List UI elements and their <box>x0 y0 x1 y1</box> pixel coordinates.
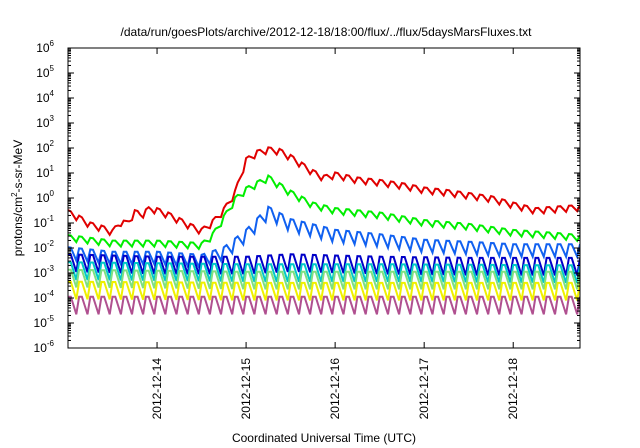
x-tick-label: 2012-12-15 <box>239 358 253 420</box>
x-axis-label: Coordinated Universal Time (UTC) <box>232 431 416 445</box>
y-tick-label: 10-5 <box>34 314 55 330</box>
x-tick-label: 2012-12-16 <box>328 358 342 420</box>
y-tick-label: 10-1 <box>34 214 55 230</box>
y-tick-label: 10-6 <box>34 339 55 355</box>
x-tick-label: 2012-12-17 <box>417 358 431 420</box>
series-line-4 <box>68 253 580 276</box>
y-axis: 10-6 10-5 10-4 10-3 10-2 10-1 100 101 102 103 104 1… <box>34 39 580 355</box>
series-line-1 <box>68 146 580 237</box>
y-tick-label: 10-2 <box>34 239 55 255</box>
y-tick-label: 101 <box>36 164 54 180</box>
x-tick-label: 2012-12-18 <box>506 358 520 420</box>
x-tick-label: 2012-12-14 <box>150 358 164 420</box>
chart-title: /data/run/goesPlots/archive/2012-12-18/1… <box>121 25 533 39</box>
series-line-8 <box>68 295 580 315</box>
series-line-7 <box>68 280 580 301</box>
y-tick-label: 100 <box>36 189 54 205</box>
series-line-3 <box>68 205 580 271</box>
y-axis-label-rest: -s-sr-MeV <box>11 140 25 193</box>
series-layer <box>68 146 580 315</box>
y-tick-label: 105 <box>36 64 54 80</box>
series-line-6 <box>68 268 580 290</box>
y-tick-label: 10-3 <box>34 264 55 280</box>
y-tick-label: 103 <box>36 114 54 130</box>
series-line-5 <box>68 261 580 284</box>
y-axis-label: protons/cm2-s-sr-MeV <box>10 140 25 256</box>
x-axis: 2012-12-14 2012-12-15 2012-12-16 2012-12-17… <box>150 48 520 419</box>
y-tick-label: 10-4 <box>34 289 55 305</box>
y-axis-label-sup: 2 <box>10 192 19 197</box>
y-tick-label: 102 <box>36 139 54 155</box>
y-tick-label: 104 <box>36 89 54 105</box>
y-tick-label: 106 <box>36 39 54 55</box>
y-axis-label-base: protons/cm <box>11 197 25 256</box>
series-line-2 <box>68 173 580 251</box>
